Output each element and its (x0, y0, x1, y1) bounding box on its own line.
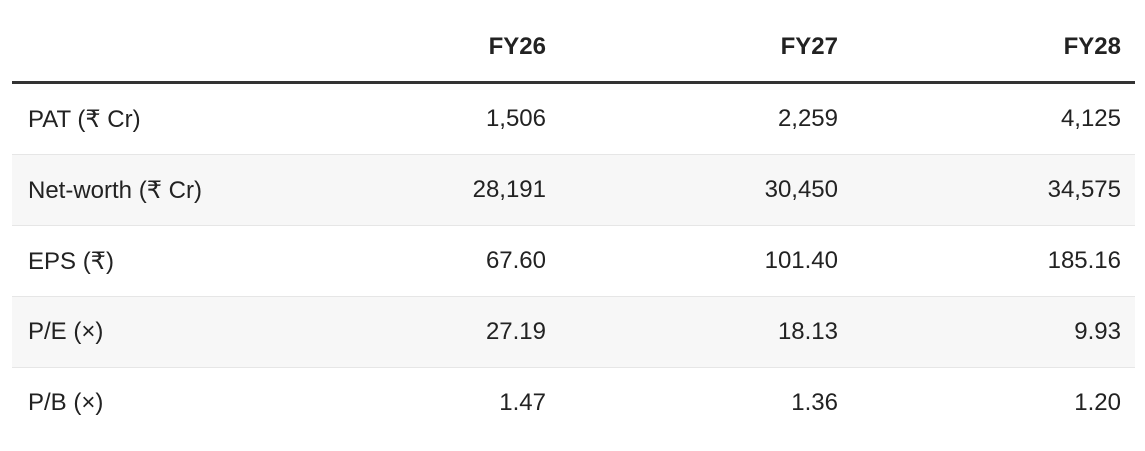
header-row: FY26 FY27 FY28 (12, 0, 1135, 84)
row-label: EPS (₹) (12, 225, 268, 297)
row-label: P/B (×) (28, 389, 104, 416)
cell-value: 9.93 (852, 296, 1135, 368)
cell-value: 67.60 (268, 225, 560, 297)
cell-value: 101.40 (560, 225, 852, 297)
table-row: P/E (×) 27.19 18.13 9.93 (12, 296, 1135, 368)
table-wrapper: FY26 FY27 FY28 PAT (₹ Cr) 1,506 2,259 4,125 Ne… (12, 0, 1135, 438)
header-corner (12, 0, 268, 84)
estimates-table: FY26 FY27 FY28 PAT (₹ Cr) 1,506 2,259 4,125 Ne… (12, 0, 1135, 438)
cell-value: 27.19 (268, 296, 560, 368)
cell-value: 34,575 (852, 154, 1135, 226)
table-row: P/B (×) 1.47 1.36 1.20 (12, 368, 1135, 439)
row-label: P/E (×) (12, 296, 268, 368)
cell-value: 30,450 (560, 154, 852, 226)
row-label: PAT (₹ Cr) (12, 82, 268, 155)
table-row: PAT (₹ Cr) 1,506 2,259 4,125 (12, 82, 1135, 155)
cell-value: 2,259 (560, 82, 852, 155)
cell-value: 28,191 (268, 154, 560, 226)
table-row: Net-worth (₹ Cr) 28,191 30,450 34,575 (12, 154, 1135, 226)
column-header: FY28 (852, 0, 1135, 84)
cell-value: 1,506 (268, 82, 560, 155)
cell-value: 1.47 (499, 389, 546, 416)
cell-value: 1.36 (791, 389, 838, 416)
cell-value: 4,125 (852, 82, 1135, 155)
cell-value: 1.20 (1074, 389, 1121, 416)
cell-value: 18.13 (560, 296, 852, 368)
row-label: Net-worth (₹ Cr) (12, 154, 268, 226)
table-row: EPS (₹) 67.60 101.40 185.16 (12, 225, 1135, 297)
cell-value: 185.16 (852, 225, 1135, 297)
table-header: FY26 FY27 FY28 (12, 0, 1135, 84)
table-body: PAT (₹ Cr) 1,506 2,259 4,125 Net-worth (₹ Cr… (12, 82, 1135, 439)
column-header: FY26 (268, 0, 560, 84)
column-header: FY27 (560, 0, 852, 84)
